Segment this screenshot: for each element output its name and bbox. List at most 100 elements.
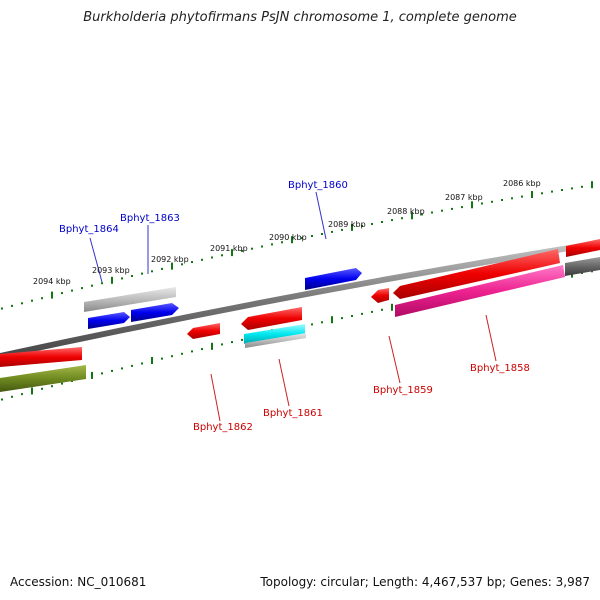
ruler-minor-dot [221, 343, 223, 346]
ruler-major-tick [151, 357, 153, 364]
ruler-minor-dot [141, 272, 143, 275]
ruler-major-tick [211, 342, 213, 350]
feature-block [565, 257, 600, 276]
ruler-minor-dot [381, 221, 383, 223]
ruler-minor-dot [201, 348, 203, 351]
gene-arrow[interactable] [566, 239, 600, 257]
ruler-minor-dot [101, 282, 103, 285]
ruler-minor-dot [91, 284, 93, 287]
gene-arrow[interactable] [371, 288, 389, 303]
ruler-minor-dot [281, 241, 283, 244]
ruler-minor-dot [161, 267, 163, 270]
ruler-minor-dot [121, 367, 123, 370]
ruler-minor-dot [501, 199, 503, 201]
gene-arrow[interactable] [241, 307, 302, 330]
gene-label-bphyt-1864[interactable]: Bphyt_1864 [59, 224, 119, 235]
gene-label-bphyt-1860[interactable]: Bphyt_1860 [288, 180, 348, 191]
gene-labels: Bphyt_1864 Bphyt_1863 Bphyt_1860 Bphyt_1… [59, 180, 530, 433]
ruler-minor-dot [361, 224, 363, 227]
ruler-minor-dot [241, 249, 243, 252]
ruler-label: 2091 kbp [210, 244, 248, 253]
ruler-minor-dot [151, 270, 153, 273]
ruler-minor-dot [61, 382, 63, 385]
ruler-minor-dot [521, 195, 523, 198]
ruler-minor-dot [551, 190, 553, 193]
ruler-minor-dot [121, 277, 123, 280]
ruler-minor-dot [561, 189, 563, 191]
upper-ruler [1, 181, 593, 310]
ruler-major-tick [291, 236, 293, 244]
ruler-minor-dot [201, 258, 203, 261]
gene-arrow[interactable] [393, 249, 560, 299]
ruler-major-tick [591, 181, 593, 189]
ruler-minor-dot [311, 323, 313, 326]
callout-lines-reverse [210, 314, 497, 422]
ruler-minor-dot [391, 219, 393, 222]
ruler-minor-dot [351, 315, 353, 317]
gene-label-bphyt-1862[interactable]: Bphyt_1862 [193, 422, 253, 433]
ruler-minor-dot [241, 338, 243, 341]
ruler-minor-dot [61, 292, 63, 295]
chromosome-backbone [0, 240, 600, 359]
ruler-minor-dot [21, 393, 23, 396]
gene-arrow[interactable] [305, 268, 362, 290]
ruler-major-tick [91, 371, 93, 379]
gene-arrow[interactable] [187, 323, 220, 339]
ruler-minor-dot [131, 275, 133, 277]
ruler-minor-dot [21, 302, 23, 305]
ruler-minor-dot [231, 341, 233, 344]
ruler-minor-dot [571, 187, 573, 190]
accession-text: Accession: NC_010681 [10, 575, 147, 589]
ruler-label: 2089 kbp [328, 220, 366, 229]
ruler-major-tick [231, 249, 233, 257]
ruler-minor-dot [181, 263, 183, 266]
ruler-major-tick [391, 303, 393, 311]
ruler-minor-dot [191, 350, 193, 353]
ruler-minor-dot [361, 312, 363, 315]
ruler-minor-dot [51, 385, 53, 388]
gene-arrow[interactable] [88, 312, 130, 329]
ruler-minor-dot [71, 289, 73, 292]
ruler-minor-dot [31, 299, 33, 302]
ruler-minor-dot [1, 307, 3, 310]
ruler-minor-dot [441, 209, 443, 212]
ruler-minor-dot [331, 230, 333, 233]
gene-label-bphyt-1861[interactable]: Bphyt_1861 [263, 408, 323, 419]
ruler-minor-dot [171, 355, 173, 358]
ruler-major-tick [171, 262, 173, 270]
ruler-major-tick [51, 291, 53, 299]
ruler-minor-dot [1, 398, 3, 401]
ruler-major-tick [111, 276, 113, 284]
feature-block [395, 265, 565, 317]
ruler-major-tick [331, 316, 333, 324]
ruler-minor-dot [311, 235, 313, 237]
ruler-minor-dot [341, 228, 343, 231]
ruler-minor-dot [341, 317, 343, 320]
ruler-major-tick [471, 201, 473, 209]
ruler-minor-dot [371, 223, 373, 225]
ruler-minor-dot [131, 364, 133, 367]
gene-arrow[interactable] [0, 347, 82, 367]
feature-block [245, 333, 306, 348]
feature-block [0, 365, 86, 392]
ruler-minor-dot [431, 211, 433, 214]
gene-label-bphyt-1859[interactable]: Bphyt_1859 [373, 385, 433, 396]
ruler-minor-dot [371, 310, 373, 313]
ruler-label: 2086 kbp [503, 179, 541, 188]
ruler-minor-dot [451, 207, 453, 210]
ruler-minor-dot [321, 233, 323, 235]
gene-label-bphyt-1863[interactable]: Bphyt_1863 [120, 213, 180, 224]
gene-label-bphyt-1858[interactable]: Bphyt_1858 [470, 363, 530, 374]
ruler-minor-dot [401, 217, 403, 220]
ruler-minor-dot [421, 213, 423, 216]
page-title: Burkholderia phytofirmans PsJN chromosom… [83, 10, 517, 25]
ruler-minor-dot [481, 202, 483, 205]
ruler-minor-dot [161, 357, 163, 360]
ruler-label: 2092 kbp [151, 255, 189, 264]
gene-arrow[interactable] [131, 303, 179, 322]
ruler-minor-dot [251, 247, 253, 250]
callout-lines-forward [89, 191, 327, 283]
ruler-label: 2087 kbp [445, 193, 483, 202]
ruler-major-tick [411, 212, 413, 220]
ruler-minor-dot [271, 243, 273, 246]
